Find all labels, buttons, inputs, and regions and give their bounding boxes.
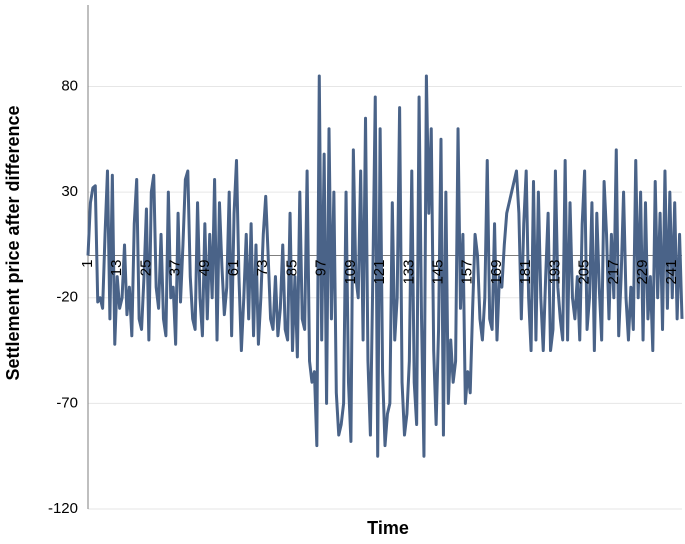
y-tick-label: -20 (56, 289, 78, 306)
x-tick-label: 121 (371, 260, 388, 285)
x-tick-label: 49 (196, 260, 213, 277)
y-tick-label: 30 (61, 183, 78, 200)
x-tick-label: 97 (313, 260, 330, 277)
x-tick-label: 157 (459, 260, 476, 285)
x-tick-label: 181 (517, 260, 534, 285)
y-axis-label: Settlement price after difference (3, 105, 23, 380)
x-tick-label: 205 (576, 260, 593, 285)
x-tick-label: 13 (108, 260, 125, 277)
x-tick-label: 217 (605, 260, 622, 285)
x-tick-label: 25 (137, 260, 154, 277)
x-tick-label: 193 (546, 260, 563, 285)
x-tick-label: 241 (663, 260, 680, 285)
y-tick-label: -70 (56, 394, 78, 411)
x-tick-label: 109 (342, 260, 359, 285)
x-tick-label: 229 (634, 260, 651, 285)
x-tick-label: 1 (79, 260, 96, 268)
x-tick-label: 37 (167, 260, 184, 277)
x-tick-label: 169 (488, 260, 505, 285)
y-tick-label: 80 (61, 77, 78, 94)
y-tick-label: -120 (48, 500, 78, 517)
x-tick-label: 61 (225, 260, 242, 277)
data-line (86, 74, 684, 458)
x-tick-label: 73 (254, 260, 271, 277)
x-tick-label: 133 (400, 260, 417, 285)
x-axis-label: Time (367, 518, 409, 538)
x-tick-label: 145 (430, 260, 447, 285)
x-tick-label: 85 (283, 260, 300, 277)
